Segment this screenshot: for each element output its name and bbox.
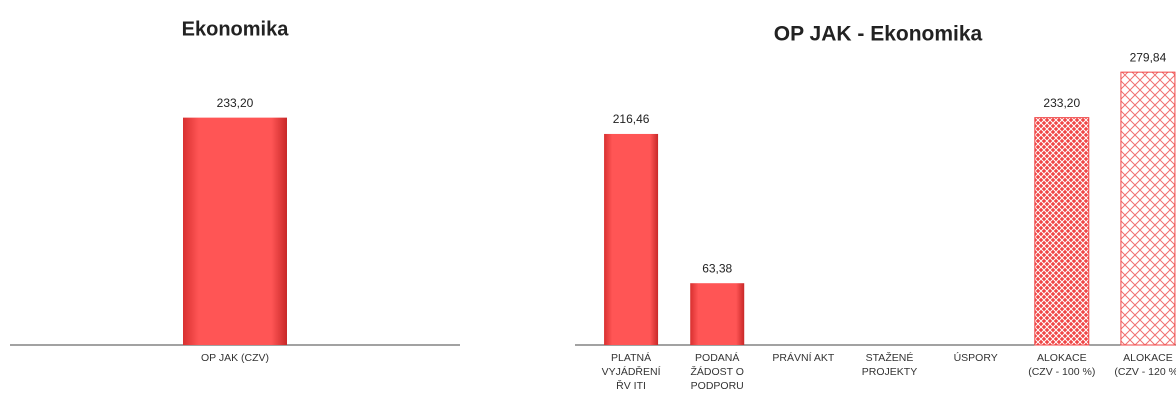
x-tick-label: STAŽENÉ PROJEKTY (861, 352, 918, 378)
x-tick-label: ÚSPORY (953, 352, 998, 364)
x-tick-label: ALOKACE (CZV - 100 %) (1028, 352, 1096, 378)
value-label: 279,84 (1130, 50, 1167, 64)
value-label: 233,20 (217, 96, 254, 110)
bar (183, 117, 287, 345)
x-tick-label: PRÁVNÍ AKT (772, 352, 835, 364)
bar (604, 133, 659, 345)
chart-title: OP JAK - Ekonomika (774, 23, 983, 46)
x-tick-label: ALOKACE (CZV - 120 %) (1114, 352, 1176, 378)
value-label: 63,38 (702, 261, 732, 275)
x-tick-label: PLATNÁ VYJÁDŘENÍ ŘV ITI (601, 352, 661, 392)
value-label: 216,46 (613, 112, 650, 126)
x-tick-label: PODANÁ ŽÁDOST O PODPORU (690, 352, 744, 392)
bar (690, 283, 745, 345)
bar (1120, 71, 1176, 346)
bar (1034, 117, 1090, 346)
x-tick-label: OP JAK (CZV) (200, 352, 270, 364)
value-label: 233,20 (1043, 96, 1080, 110)
chart-title: Ekonomika (182, 18, 290, 40)
